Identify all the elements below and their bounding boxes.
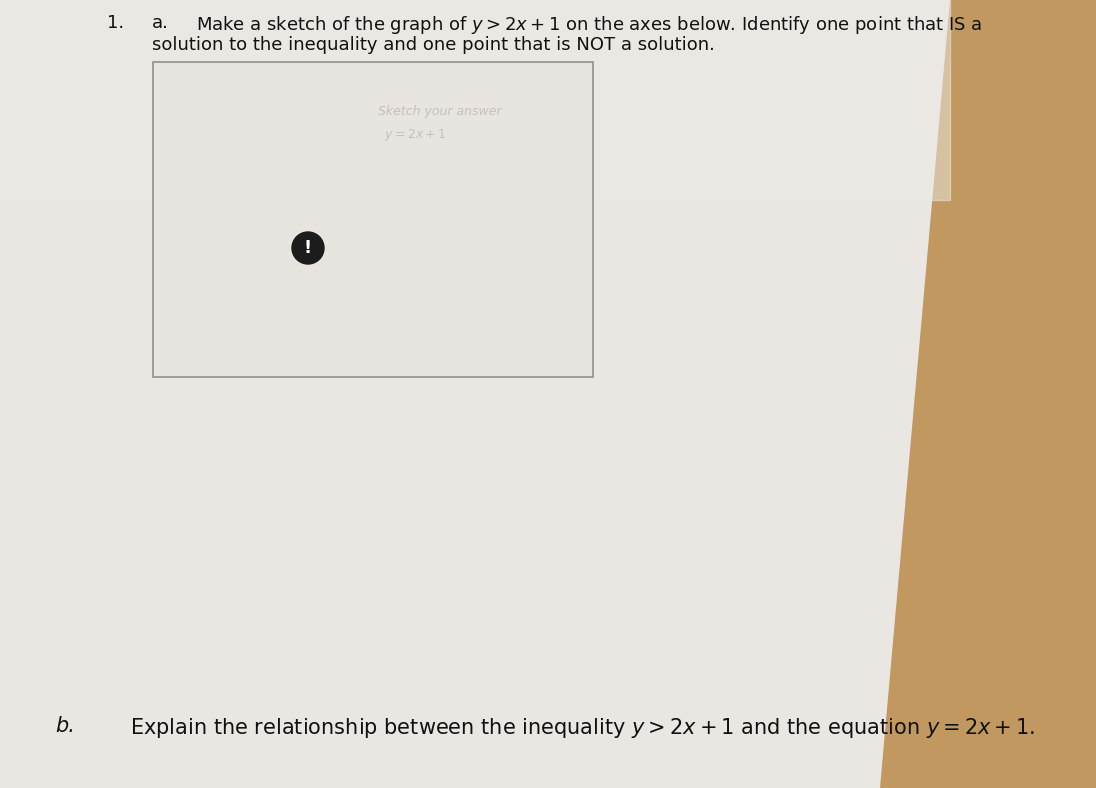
Text: Explain the relationship between the inequality $y > 2x + 1$ and the equation $y: Explain the relationship between the ine… xyxy=(130,716,1035,740)
Bar xyxy=(0,0,950,200)
Circle shape xyxy=(292,232,324,264)
Polygon shape xyxy=(0,0,950,788)
Text: !: ! xyxy=(304,239,312,257)
Text: b.: b. xyxy=(55,716,75,736)
Text: a.: a. xyxy=(152,14,169,32)
Bar xyxy=(153,62,593,377)
Text: 1.: 1. xyxy=(107,14,124,32)
Text: solution to the inequality and one point that is NOT a solution.: solution to the inequality and one point… xyxy=(152,36,715,54)
Text: Make a sketch of the graph of $y > 2x + 1$ on the axes below. Identify one point: Make a sketch of the graph of $y > 2x + … xyxy=(196,14,982,36)
Text: Sketch your answer: Sketch your answer xyxy=(378,105,502,118)
Text: $y = 2x + 1$: $y = 2x + 1$ xyxy=(384,127,446,143)
